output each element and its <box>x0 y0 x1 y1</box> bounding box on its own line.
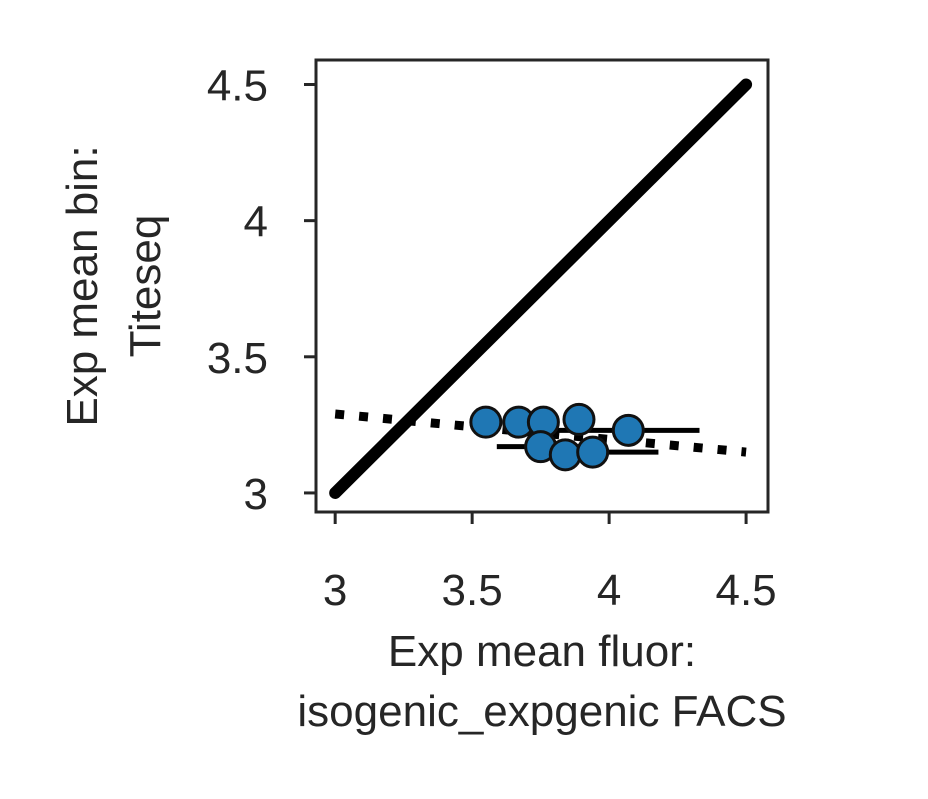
y-tick-label: 3 <box>244 470 268 519</box>
x-axis-ticks: 3 3.5 4 4.5 <box>323 512 777 615</box>
data-point <box>548 438 582 472</box>
x-tick-label: 4 <box>597 566 621 615</box>
y-axis-ticks: 3 3.5 4 4.5 <box>207 62 316 519</box>
y-tick-label: 4 <box>244 198 268 247</box>
x-tick-label: 3.5 <box>442 566 503 615</box>
y-tick-label: 3.5 <box>207 334 268 383</box>
plot-lines <box>329 78 753 499</box>
x-axis-label-line-2: isogenic_expgenic FACS <box>297 687 786 736</box>
data-point <box>611 413 645 447</box>
data-point <box>469 405 503 439</box>
plot-frame <box>314 58 770 514</box>
y-axis-label-line-2: Titeseq <box>121 215 170 358</box>
fit-line <box>334 409 747 457</box>
data-point <box>576 435 610 469</box>
data-point <box>562 402 596 436</box>
y-axis-label: Exp mean bin: Titeseq <box>58 145 170 426</box>
x-tick-label: 3 <box>323 566 347 615</box>
y-axis-label-line-1: Exp mean bin: <box>58 145 107 426</box>
data-points <box>469 402 645 472</box>
y-tick-label: 4.5 <box>207 62 268 111</box>
x-tick-label: 4.5 <box>715 566 776 615</box>
x-axis-label-line-1: Exp mean fluor: <box>388 627 696 676</box>
identity-line <box>329 78 753 499</box>
